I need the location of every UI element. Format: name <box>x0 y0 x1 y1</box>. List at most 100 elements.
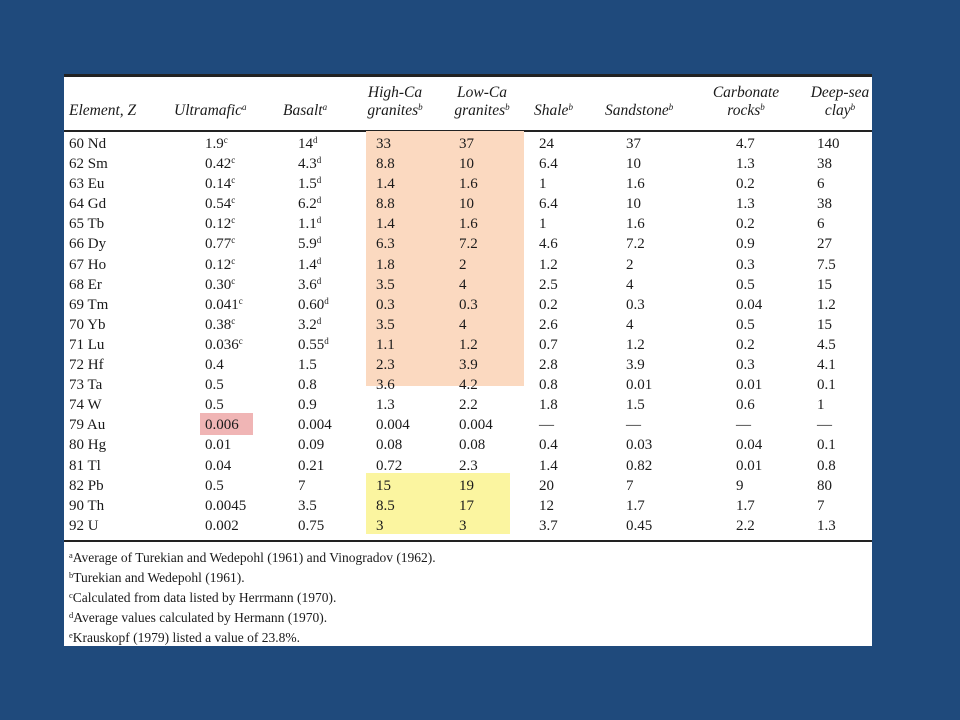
cell-high-ca-granites: 3.5 <box>376 276 395 293</box>
cell-ultramafic: 0.12c <box>205 255 236 273</box>
cell-shale: 1.2 <box>539 256 558 273</box>
cell-carbonate-rocks: 0.3 <box>736 256 755 273</box>
cell-element: 66 Dy <box>69 236 107 253</box>
cell-carbonate-rocks: 0.9 <box>736 236 755 253</box>
cell-high-ca-granites: 0.72 <box>376 457 403 474</box>
cell-high-ca-granites: 1.8 <box>376 256 395 273</box>
cell-deep-sea-clay: 38 <box>817 156 832 173</box>
cell-low-ca-granites: 2.2 <box>459 397 478 414</box>
cell-deep-sea-clay: 1.2 <box>817 296 836 313</box>
cell-carbonate-rocks: — <box>736 417 751 434</box>
cell-basalt: 6.2d <box>298 195 322 213</box>
cell-ultramafic: 0.38c <box>205 315 236 333</box>
cell-carbonate-rocks: 0.01 <box>736 377 763 394</box>
footnote-a: aAverage of Turekian and Wedepohl (1961)… <box>69 550 436 565</box>
cell-ultramafic: 0.14c <box>205 175 236 193</box>
cell-high-ca-granites: 33 <box>376 136 391 152</box>
cell-basalt: 4.3d <box>298 155 322 173</box>
cell-shale: 6.4 <box>539 196 558 213</box>
cell-element: 81 Tl <box>69 457 101 474</box>
footnote-e: eKrauskopf (1979) listed a value of 23.8… <box>69 630 300 645</box>
header-basalt: Basalta <box>283 102 328 119</box>
cell-high-ca-granites: 6.3 <box>376 236 395 253</box>
table-row: 82 Pb 0.5 7 15 19 20 7 9 80 <box>64 476 872 496</box>
cell-sandstone: 37 <box>626 136 641 152</box>
cell-low-ca-granites: 19 <box>459 477 474 494</box>
cell-high-ca-granites: 1.4 <box>376 216 395 233</box>
cell-element: 79 Au <box>69 417 106 434</box>
cell-sandstone: 0.01 <box>626 377 653 394</box>
cell-ultramafic: 0.30c <box>205 275 236 293</box>
cell-deep-sea-clay: 0.1 <box>817 437 836 454</box>
cell-sandstone: 0.45 <box>626 517 653 534</box>
cell-element: 80 Hg <box>69 437 107 454</box>
cell-sandstone: 1.2 <box>626 336 645 353</box>
cell-shale: 20 <box>539 477 554 494</box>
cell-shale: 4.6 <box>539 236 558 253</box>
cell-low-ca-granites: 4.2 <box>459 377 478 394</box>
cell-shale: 0.7 <box>539 336 558 353</box>
table-row: 62 Sm 0.42c 4.3d 8.8 10 6.4 10 1.3 38 <box>64 154 872 174</box>
cell-basalt: 0.21 <box>298 457 325 474</box>
footnote-c: cCalculated from data listed by Herrmann… <box>69 590 337 605</box>
cell-deep-sea-clay: 4.1 <box>817 357 836 374</box>
cell-shale: 2.5 <box>539 276 558 293</box>
cell-deep-sea-clay: 7.5 <box>817 256 836 273</box>
cell-shale: 1.8 <box>539 397 558 414</box>
table-row: 67 Ho 0.12c 1.4d 1.8 2 1.2 2 0.3 7.5 <box>64 255 872 275</box>
table-row: 69 Tm 0.041c 0.60d 0.3 0.3 0.2 0.3 0.04 1.2 <box>64 295 872 315</box>
footnote-b: bTurekian and Wedepohl (1961). <box>69 570 245 585</box>
cell-element: 64 Gd <box>69 196 107 213</box>
cell-sandstone: 1.6 <box>626 216 645 233</box>
cell-sandstone: 0.3 <box>626 296 645 313</box>
cell-low-ca-granites: 0.08 <box>459 437 486 454</box>
cell-element: 60 Nd <box>69 136 107 152</box>
cell-shale: 6.4 <box>539 156 558 173</box>
cell-high-ca-granites: 8.5 <box>376 497 395 514</box>
cell-basalt: 3.6d <box>298 275 322 293</box>
cell-ultramafic: 0.002 <box>205 517 239 534</box>
cell-high-ca-granites: 0.3 <box>376 296 395 313</box>
cell-basalt: 3.2d <box>298 315 322 333</box>
cell-ultramafic: 0.006 <box>205 417 239 434</box>
table-body: 60 Nd 1.9c 14d 33 37 24 37 4.7 140 62 Sm 0.42c 4.3d… <box>64 134 872 536</box>
cell-deep-sea-clay: 15 <box>817 316 832 333</box>
cell-high-ca-granites: 3.5 <box>376 316 395 333</box>
cell-low-ca-granites: 1.6 <box>459 216 478 233</box>
cell-low-ca-granites: 10 <box>459 156 474 173</box>
highlight-granites-ree <box>366 131 524 386</box>
cell-low-ca-granites: 3 <box>459 517 467 534</box>
cell-ultramafic: 0.01 <box>205 437 232 454</box>
cell-deep-sea-clay: 80 <box>817 477 832 494</box>
cell-low-ca-granites: 0.3 <box>459 296 478 313</box>
cell-deep-sea-clay: 1 <box>817 397 825 414</box>
cell-carbonate-rocks: 1.7 <box>736 497 755 514</box>
bottom-rule <box>64 540 872 542</box>
cell-deep-sea-clay: 15 <box>817 276 832 293</box>
cell-basalt: 0.55d <box>298 335 329 353</box>
cell-high-ca-granites: 0.004 <box>376 417 410 434</box>
cell-low-ca-granites: 3.9 <box>459 357 478 374</box>
cell-basalt: 0.75 <box>298 517 325 534</box>
cell-element: 74 W <box>69 397 102 414</box>
cell-basalt: 14d <box>298 135 318 153</box>
table-row: 70 Yb 0.38c 3.2d 3.5 4 2.6 4 0.5 15 <box>64 315 872 335</box>
table-row: 92 U 0.002 0.75 3 3 3.7 0.45 2.2 1.3 <box>64 516 872 536</box>
cell-high-ca-granites: 8.8 <box>376 156 395 173</box>
cell-deep-sea-clay: 27 <box>817 236 832 253</box>
cell-shale: 12 <box>539 497 554 514</box>
cell-element: 63 Eu <box>69 176 105 193</box>
cell-ultramafic: 0.041c <box>205 295 243 313</box>
footnote-d: dAverage values calculated by Hermann (1… <box>69 610 328 625</box>
cell-sandstone: 1.6 <box>626 176 645 193</box>
cell-carbonate-rocks: 9 <box>736 477 744 494</box>
table-row: 72 Hf 0.4 1.5 2.3 3.9 2.8 3.9 0.3 4.1 <box>64 355 872 375</box>
cell-element: 82 Pb <box>69 477 104 494</box>
header-ultramafic: Ultramafica <box>174 102 247 119</box>
cell-deep-sea-clay: 4.5 <box>817 336 836 353</box>
cell-carbonate-rocks: 0.5 <box>736 276 755 293</box>
cell-carbonate-rocks: 2.2 <box>736 517 755 534</box>
cell-high-ca-granites: 15 <box>376 477 391 494</box>
cell-low-ca-granites: 7.2 <box>459 236 478 253</box>
cell-deep-sea-clay: 38 <box>817 196 832 213</box>
